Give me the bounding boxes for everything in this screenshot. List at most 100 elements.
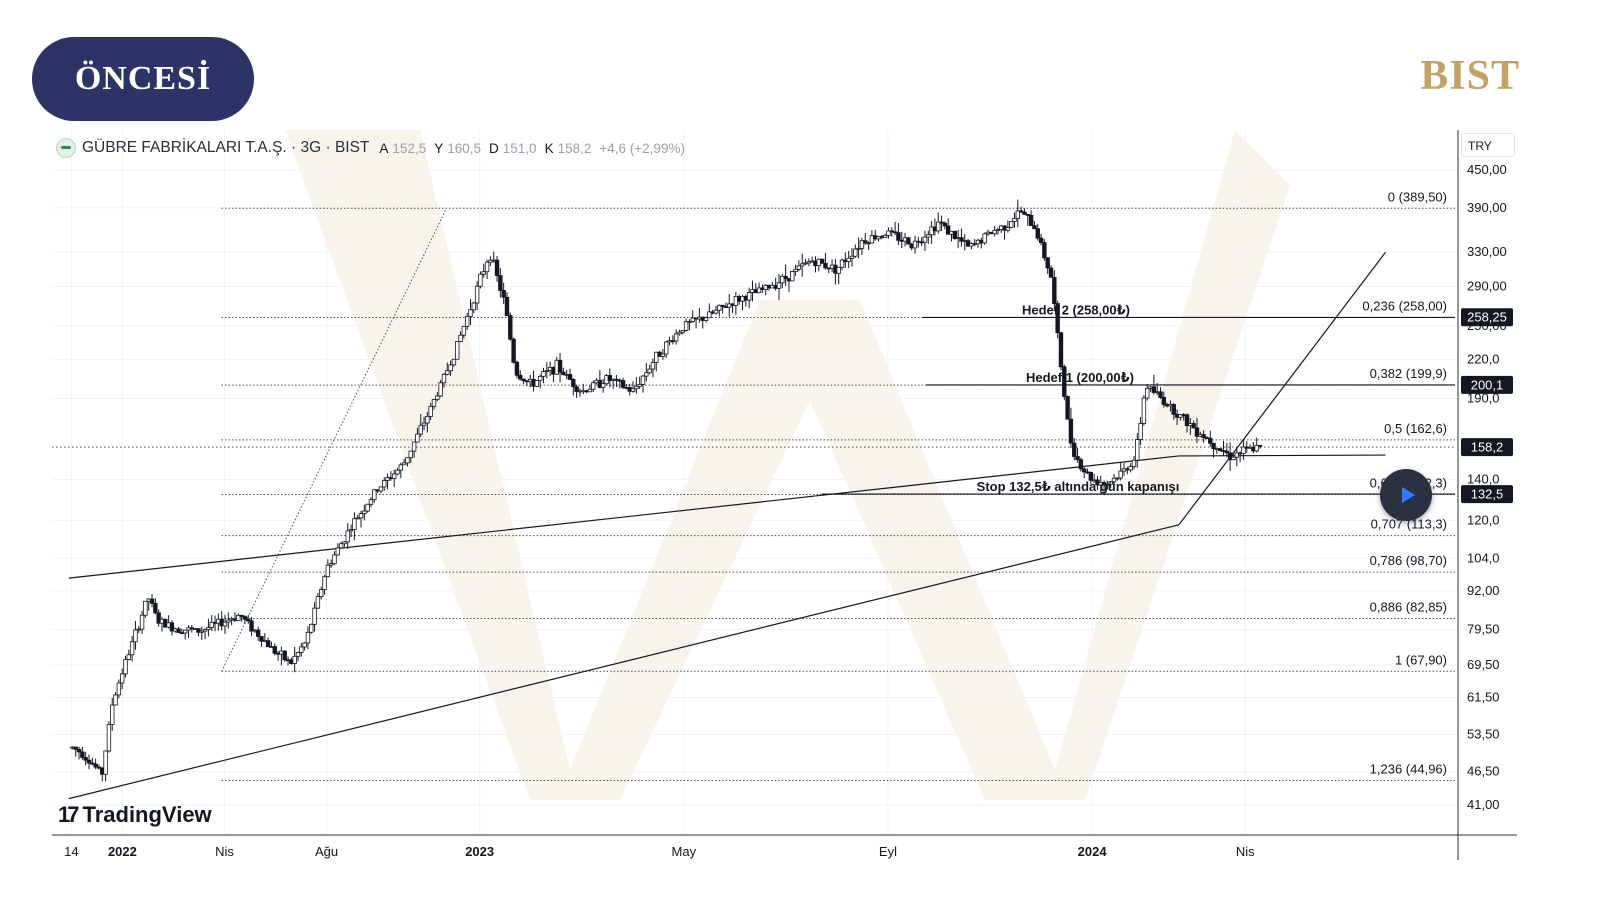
price-tick-label: 190,0	[1467, 391, 1500, 406]
candles	[70, 199, 1263, 782]
trendlines	[68, 251, 1387, 800]
fib-level-label: 0,886 (82,85)	[1370, 600, 1447, 615]
candle-body	[1217, 448, 1223, 451]
candle-body	[249, 620, 254, 632]
ohlc-key: Y	[434, 140, 444, 156]
candle-body	[945, 225, 951, 235]
candle-body	[425, 416, 430, 424]
ohlc-value: 160,5	[447, 140, 482, 156]
chart-header[interactable]: GÜBRE FABRİKALARI T.A.Ş. · 3G · BIST A 15…	[56, 136, 689, 160]
candle-body	[110, 704, 115, 725]
candle-body	[474, 285, 480, 304]
badge-label: ÖNCESİ	[74, 60, 212, 97]
candle-body	[889, 230, 894, 233]
candle-body	[664, 341, 669, 355]
candle-body	[1224, 450, 1230, 454]
candle-body	[143, 600, 148, 616]
trendline-extension	[1178, 454, 1386, 457]
price-tick-label: 450,00	[1467, 162, 1507, 177]
candle-body	[863, 240, 868, 244]
candle-body	[650, 362, 656, 370]
candle-body	[1081, 468, 1087, 473]
candle-body	[292, 655, 297, 664]
candle-body	[756, 287, 762, 294]
tradingview-logo[interactable]: 17 TradingView	[58, 802, 212, 828]
candle-body	[1048, 267, 1054, 278]
time-tick-label: May	[672, 844, 697, 859]
candle-body	[823, 262, 828, 269]
candle-body	[458, 334, 463, 342]
target-label: Hedef 2 (258,00₺)	[1022, 302, 1130, 317]
ohlc-key: K	[544, 140, 554, 156]
candle-body	[942, 222, 948, 227]
candle-body	[637, 383, 642, 387]
time-tick-label: Eyl	[879, 844, 897, 859]
candle-body	[1052, 276, 1057, 304]
candle-body	[209, 621, 214, 628]
candle-body	[939, 221, 944, 224]
candle-body	[504, 296, 510, 316]
candle-body	[567, 374, 573, 380]
candle-body	[358, 513, 364, 519]
candle-body	[96, 766, 102, 769]
candle-body	[1009, 221, 1014, 228]
currency-selector[interactable]: TRY	[1461, 133, 1515, 157]
candle-body	[1118, 470, 1123, 479]
candle-body	[882, 235, 888, 238]
annotations: Hedef 2 (258,00₺) Hedef 1 (200,00₺) Stop 1…	[822, 302, 1455, 495]
play-button[interactable]	[1380, 469, 1432, 521]
candle-body	[620, 380, 626, 388]
candle-body	[448, 364, 453, 372]
candle-body	[1211, 442, 1216, 450]
tradingview-logo-icon: 17	[58, 802, 80, 827]
candle-body	[518, 374, 523, 380]
candle-body	[1072, 442, 1077, 457]
candle-body	[103, 750, 108, 775]
fib-level-label: 0 (389,50)	[1388, 189, 1447, 204]
candle-body	[521, 378, 526, 382]
symbol-name[interactable]: GÜBRE FABRİKALARI T.A.Ş. · 3G · BIST	[82, 139, 370, 156]
fib-level-label: 0,382 (199,9)	[1370, 366, 1447, 381]
time-tick-label: Ağu	[315, 844, 338, 859]
candle-body	[259, 636, 264, 642]
candle-body	[1025, 213, 1030, 216]
price-tick-label: 41,00	[1467, 797, 1500, 812]
candle-body	[226, 619, 231, 623]
candle-body	[1028, 214, 1034, 226]
candle-body	[571, 379, 576, 388]
candle-body	[438, 382, 443, 397]
candle-body	[866, 242, 871, 245]
candle-body	[1005, 227, 1011, 231]
candle-body	[640, 375, 646, 385]
candle-body	[385, 477, 390, 481]
candle-body	[1058, 332, 1064, 368]
candle-body	[153, 602, 158, 614]
candle-body	[246, 618, 251, 622]
candle-body	[435, 395, 440, 400]
price-tick-label: 46,50	[1467, 764, 1500, 779]
fib-level-label: 0,707 (113,3)	[1371, 517, 1447, 532]
candle-body	[859, 240, 865, 249]
candle-body	[1065, 396, 1070, 420]
candle-body	[660, 353, 666, 357]
price-tag-label: 258,25	[1467, 310, 1507, 325]
candle-body	[982, 233, 987, 244]
candle-body	[325, 564, 331, 578]
candle-body	[839, 259, 845, 268]
price-tag	[1461, 308, 1513, 327]
time-tick-label: 2023	[465, 844, 494, 859]
time-tick-label: 2022	[108, 844, 137, 859]
candle-body	[464, 316, 470, 327]
candle-body	[455, 341, 460, 360]
candle-body	[1131, 459, 1137, 468]
candle-body	[93, 763, 98, 768]
candle-body	[514, 361, 520, 376]
candle-body	[846, 257, 851, 262]
candle-body	[677, 331, 682, 335]
candle-body	[836, 266, 841, 274]
candle-body	[587, 388, 593, 393]
candle-body	[1012, 218, 1017, 223]
price-tick-label: 79,50	[1467, 621, 1500, 636]
candle-body	[1231, 456, 1236, 461]
